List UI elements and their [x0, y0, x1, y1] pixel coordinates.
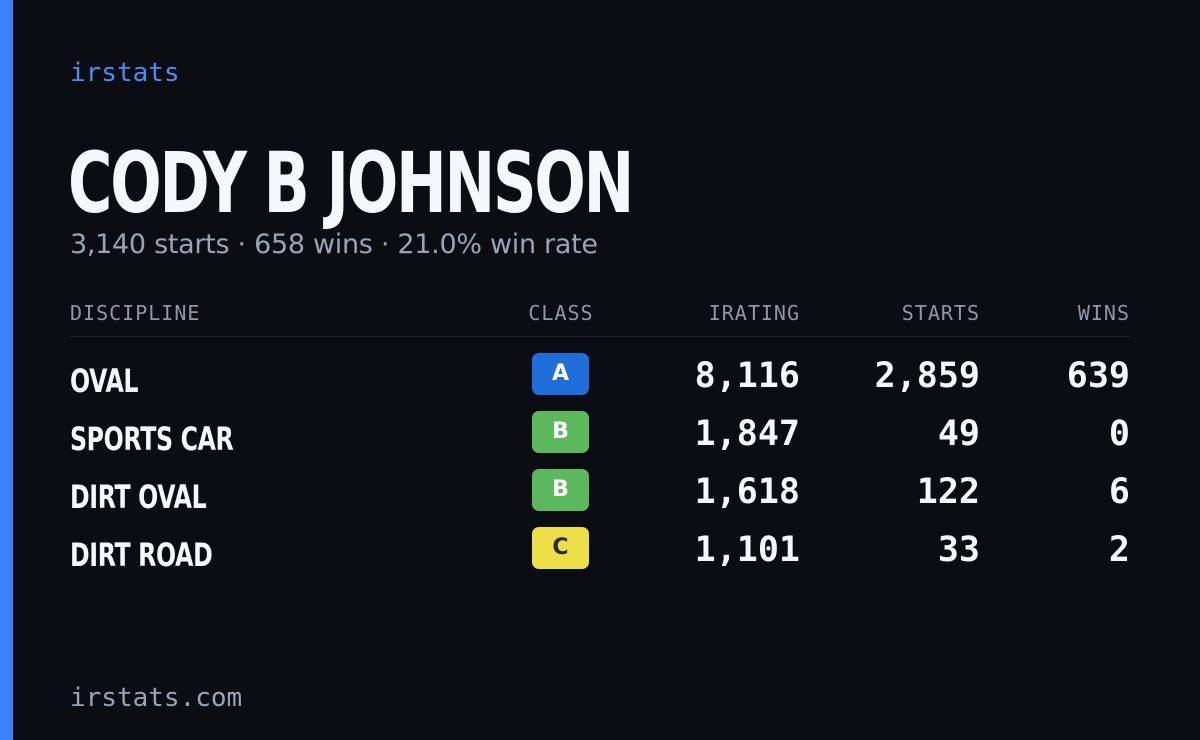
class-badge: A	[532, 353, 589, 395]
brand-logo-text: irstats	[70, 58, 180, 88]
starts-value: 49	[937, 414, 980, 454]
wins-value: 639	[1066, 356, 1130, 396]
irating-value: 1,101	[694, 530, 800, 570]
class-badge: B	[532, 469, 589, 511]
wins-value: 6	[1108, 472, 1130, 512]
irating-value: 1,847	[694, 414, 800, 454]
table-row: DIRT OVAL B 1,618 122 6	[70, 469, 1130, 527]
table-row: OVAL A 8,116 2,859 639	[70, 353, 1130, 411]
starts-value: 33	[937, 530, 980, 570]
wins-value: 2	[1108, 530, 1130, 570]
header-irating: IRATING	[708, 301, 800, 325]
stats-table: DISCIPLINE CLASS IRATING STARTS WINS OVA…	[70, 296, 1130, 585]
discipline-name: SPORTS CAR	[70, 420, 234, 458]
footer-url: irstats.com	[70, 683, 243, 713]
starts-value: 122	[916, 472, 980, 512]
irating-value: 1,618	[694, 472, 800, 512]
irating-value: 8,116	[694, 356, 800, 396]
discipline-name: DIRT ROAD	[70, 536, 213, 574]
header-wins: WINS	[1077, 301, 1130, 325]
starts-value: 2,859	[874, 356, 980, 396]
accent-bar	[0, 0, 13, 740]
driver-summary: 3,140 starts · 658 wins · 21.0% win rate	[70, 229, 598, 260]
table-row: SPORTS CAR B 1,847 49 0	[70, 411, 1130, 469]
header-discipline: DISCIPLINE	[70, 301, 201, 325]
discipline-name: DIRT OVAL	[70, 478, 207, 516]
driver-name: CODY B JOHNSON	[68, 134, 634, 232]
class-badge: C	[532, 527, 589, 569]
wins-value: 0	[1108, 414, 1130, 454]
table-row: DIRT ROAD C 1,101 33 2	[70, 527, 1130, 585]
discipline-name: OVAL	[70, 362, 139, 400]
table-header: DISCIPLINE CLASS IRATING STARTS WINS	[70, 296, 1130, 337]
header-class: CLASS	[528, 301, 594, 325]
class-badge: B	[532, 411, 589, 453]
header-starts: STARTS	[901, 301, 980, 325]
